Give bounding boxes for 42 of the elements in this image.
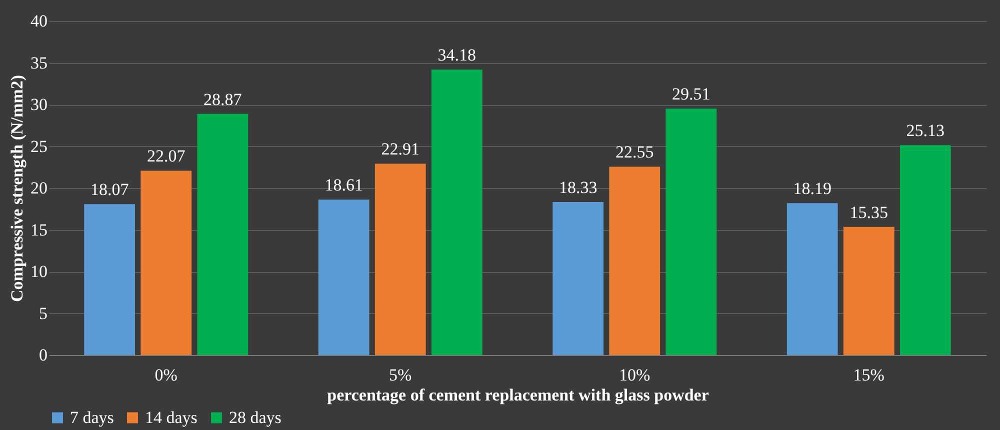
legend-label: 28 days: [229, 408, 282, 427]
data-label: 18.07: [90, 180, 130, 200]
data-label: 22.55: [616, 142, 654, 162]
y-tick-label: 15: [30, 220, 48, 240]
bar: [318, 200, 370, 355]
x-tick-label: 10%: [619, 366, 650, 384]
data-label: 22.07: [147, 146, 186, 166]
y-tick-label: 0: [39, 346, 48, 364]
data-label: 15.35: [850, 202, 888, 222]
data-label: 18.19: [793, 179, 832, 198]
data-label: 34.18: [438, 46, 476, 65]
y-axis-title: Compressive strength (N/mm2): [8, 75, 26, 302]
data-label: 25.13: [906, 121, 945, 140]
x-axis-title: percentage of cement replacement with glass powder: [327, 386, 710, 404]
bar: [666, 108, 717, 355]
bar: [843, 226, 894, 355]
bar: [900, 145, 951, 355]
y-tick-label: 20: [30, 178, 48, 198]
data-label: 18.61: [324, 176, 363, 195]
y-tick-label: 40: [30, 12, 48, 30]
data-label: 28.87: [204, 90, 242, 109]
data-label: 29.51: [672, 84, 710, 104]
y-tick-label: 5: [39, 304, 48, 323]
y-tick-label: 35: [30, 53, 48, 72]
bar: [552, 202, 604, 355]
data-label: 22.91: [381, 140, 420, 159]
x-tick-label: 15%: [853, 366, 884, 384]
y-tick-label: 30: [30, 95, 48, 114]
x-tick-label: 0%: [154, 366, 178, 384]
bar: [786, 203, 838, 355]
x-tick-label: 5%: [389, 366, 412, 384]
legend-label: 14 days: [145, 408, 198, 427]
bar: [197, 114, 248, 355]
bar: [84, 204, 136, 355]
legend-label: 7 days: [70, 408, 114, 427]
y-tick-label: 25: [30, 136, 48, 156]
y-tick-label: 10: [30, 262, 48, 281]
bar: [140, 170, 192, 355]
bar: [431, 70, 482, 355]
bar: [374, 164, 426, 355]
data-label: 18.33: [558, 178, 598, 197]
bar: [609, 166, 660, 355]
